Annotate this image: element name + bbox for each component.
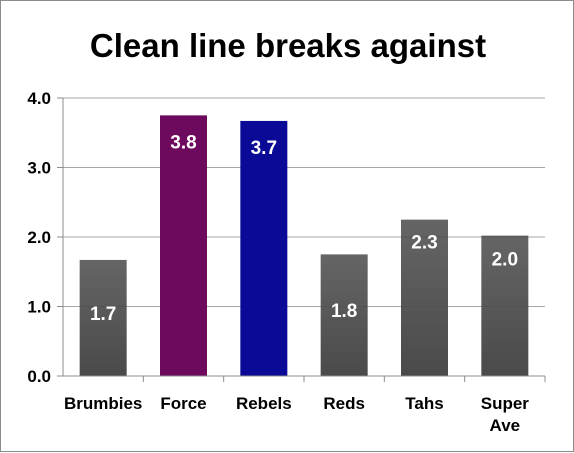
data-label: 1.7 — [90, 304, 116, 325]
gridlines — [63, 97, 545, 307]
x-axis: Brumbies Force Rebels Reds Tahs Super Ave — [63, 375, 546, 435]
data-label: 3.7 — [251, 138, 277, 159]
x-tick-label: Rebels — [236, 394, 292, 413]
y-tick-label: 1.0 — [27, 298, 51, 317]
data-label: 1.8 — [331, 301, 357, 322]
y-tick-label: 4.0 — [27, 89, 51, 108]
x-tick-label: Reds — [323, 394, 365, 413]
y-tick-label: 2.0 — [27, 228, 51, 247]
bar-super-ave — [481, 235, 529, 376]
chart-title: Clean line breaks against — [90, 27, 486, 64]
x-tick-label: Super Ave — [481, 394, 530, 435]
bar-rebels — [240, 120, 288, 376]
x-tick-label: Brumbies — [64, 394, 142, 413]
y-tick-label: 3.0 — [27, 159, 51, 178]
y-tick-label: 0.0 — [27, 367, 51, 386]
bars — [79, 115, 529, 376]
x-tick-label: Tahs — [405, 394, 443, 413]
y-axis: 0.0 1.0 2.0 3.0 4.0 — [27, 89, 64, 386]
bar-brumbies — [79, 259, 127, 376]
bar-tahs — [401, 219, 448, 376]
data-label: 2.3 — [411, 233, 437, 254]
bar-force — [160, 115, 207, 376]
bar-reds — [320, 254, 368, 376]
data-labels: 1.7 3.8 3.7 1.8 2.3 2.0 — [90, 132, 518, 325]
data-label: 3.8 — [170, 132, 196, 153]
data-label: 2.0 — [492, 250, 518, 271]
x-tick-label: Force — [160, 394, 206, 413]
